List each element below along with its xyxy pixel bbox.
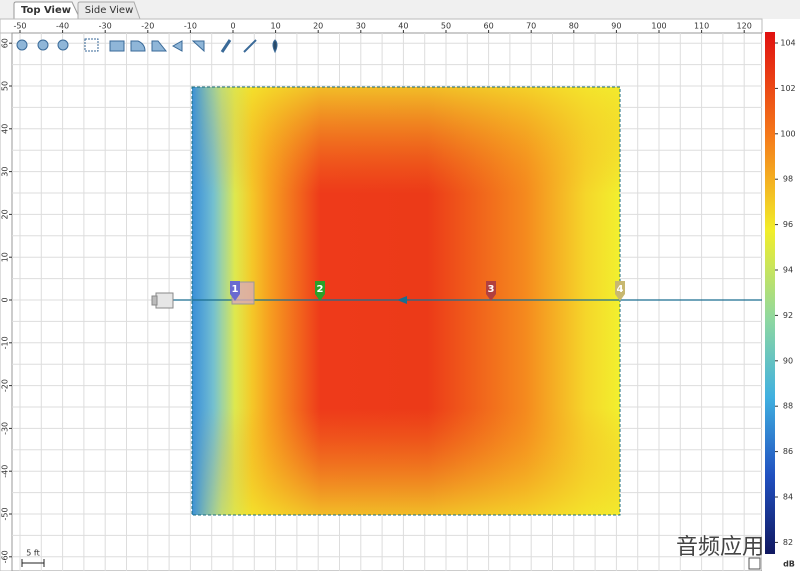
ruler-label: 20: [1, 209, 10, 219]
ruler-label: 110: [694, 22, 709, 31]
ruler-label: 30: [1, 167, 10, 177]
ruler-label: 0: [1, 297, 10, 302]
colorbar-label: 86: [783, 447, 793, 456]
ruler-label: 50: [441, 22, 451, 31]
tab-side-view[interactable]: [77, 1, 141, 20]
scale-label: 5 ft: [26, 549, 39, 558]
shape-trap[interactable]: [151, 40, 168, 52]
colorbar-label: 102: [780, 84, 795, 93]
ruler-label: 100: [651, 22, 666, 31]
zoom-out[interactable]: [37, 39, 49, 51]
tab-top-view[interactable]: [13, 1, 81, 20]
ruler-label: 70: [526, 22, 536, 31]
ruler-label: 50: [1, 81, 10, 91]
mic-marker[interactable]: [230, 281, 240, 301]
toolbar: [16, 38, 278, 54]
colorbar-labels: 104 102 100 98 96 94 92 90 88 86 84 82: [775, 39, 796, 547]
select-area[interactable]: [84, 38, 99, 52]
colorbar-label: 88: [783, 402, 793, 411]
shape-curve[interactable]: [130, 40, 146, 52]
ruler-label: -40: [56, 22, 69, 31]
ruler-label: -10: [1, 336, 10, 349]
colorbar-label: 100: [780, 129, 795, 138]
mic-label: 4: [617, 284, 624, 295]
tab-label[interactable]: Top View: [21, 5, 71, 16]
ruler-label: 90: [611, 22, 621, 31]
tool-measure[interactable]: [243, 39, 257, 53]
shape-rect[interactable]: [109, 40, 125, 52]
ruler-label: -30: [99, 22, 112, 31]
tool-mic[interactable]: [272, 39, 278, 54]
ruler-label: 40: [398, 22, 408, 31]
zoom-in[interactable]: [16, 39, 28, 51]
ruler-label: -20: [1, 379, 10, 392]
ruler-label: 40: [1, 124, 10, 134]
mic-marker[interactable]: [486, 281, 496, 301]
ruler-label: 20: [313, 22, 323, 31]
colorbar-label: 92: [783, 311, 793, 320]
ruler-label: -50: [13, 22, 26, 31]
mic-label: 1: [232, 284, 239, 295]
zoom-fit[interactable]: [57, 39, 69, 51]
markers: 1 2 3 4: [230, 281, 625, 301]
ruler-label: 60: [1, 38, 10, 48]
watermark: 音频应用: [676, 535, 764, 560]
ruler-label: 0: [230, 22, 235, 31]
shape-wedge[interactable]: [171, 40, 183, 52]
mic-label: 3: [488, 284, 495, 295]
tool-line[interactable]: [220, 39, 232, 53]
ruler-label: 10: [1, 252, 10, 262]
mic-label: 2: [317, 284, 324, 295]
ruler-label: -30: [1, 422, 10, 435]
ruler-label: 30: [356, 22, 366, 31]
direction-arrow: [397, 296, 407, 304]
colorbar-label: 104: [780, 39, 795, 48]
colorbar: [765, 32, 775, 554]
speaker[interactable]: [155, 292, 174, 309]
mic-marker[interactable]: [615, 281, 625, 301]
ruler-label: 60: [484, 22, 494, 31]
ruler-label: -60: [1, 550, 10, 563]
tab-label[interactable]: Side View: [85, 5, 134, 16]
scale-bar: [21, 559, 45, 567]
colorbar-label: 82: [783, 538, 793, 547]
colorbar-label: 96: [783, 220, 793, 229]
colorbar-label: 90: [783, 356, 793, 365]
colorbar-label: 84: [783, 493, 793, 502]
colorbar-label: 94: [783, 266, 793, 275]
mic-marker[interactable]: [315, 281, 325, 301]
ruler-label: 120: [737, 22, 752, 31]
tab-bar: [0, 0, 800, 19]
speaker-back: [151, 295, 158, 306]
ruler-label: -40: [1, 465, 10, 478]
ruler-label: -20: [141, 22, 154, 31]
shape-tri[interactable]: [191, 40, 205, 53]
corner-button[interactable]: [748, 557, 761, 570]
ruler-label: -10: [184, 22, 197, 31]
ruler-label: 10: [271, 22, 281, 31]
colorbar-unit: dB: [783, 560, 795, 569]
ruler-label: 80: [569, 22, 579, 31]
colorbar-label: 98: [783, 175, 793, 184]
ruler-label: -50: [1, 507, 10, 520]
ruler-top: [0, 18, 763, 34]
